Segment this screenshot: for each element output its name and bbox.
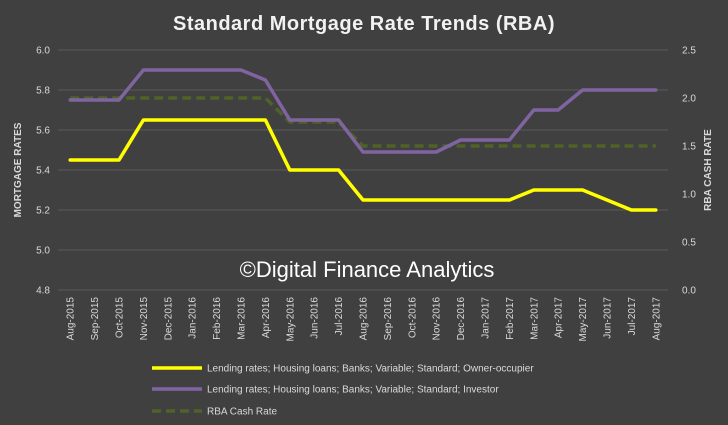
y-tick-label: 5.4 <box>36 166 50 177</box>
x-tick-label: Aug-2016 <box>359 297 370 341</box>
x-tick-label: Jun-2017 <box>603 297 614 339</box>
y2-tick-label: 1.5 <box>682 142 696 153</box>
x-tick-label: May-2016 <box>285 297 296 342</box>
x-tick-label: Mar-2016 <box>237 297 248 340</box>
y-tick-label: 6.0 <box>36 46 50 57</box>
series-line-3 <box>70 96 656 148</box>
x-tick-label: Oct-2015 <box>115 297 126 339</box>
y2-axis-label: RBA CASH RATE <box>703 129 714 211</box>
x-tick-label: Dec-2015 <box>163 297 174 341</box>
series-lines <box>68 68 658 212</box>
x-tick-label: Aug-2015 <box>66 297 77 341</box>
y-axis-ticks: 6.0 5.8 5.6 5.4 5.2 5.0 4.8 <box>36 46 50 297</box>
x-axis-ticks: Aug-2015 Sep-2015 Oct-2015 Nov-2015 Dec-2015… <box>66 297 663 342</box>
x-tick-label: Aug-2017 <box>651 297 662 341</box>
series-line-1 <box>68 118 658 212</box>
y2-tick-label: 2.5 <box>682 46 696 57</box>
legend-label-2: Lending rates; Housing loans; Banks; Var… <box>207 385 499 396</box>
gridlines <box>58 49 668 291</box>
x-tick-label: Sep-2016 <box>383 297 394 341</box>
x-tick-label: Jun-2016 <box>310 297 321 339</box>
x-tick-label: Apr-2016 <box>261 297 272 339</box>
x-tick-label: Mar-2017 <box>529 297 540 340</box>
legend: Lending rates; Housing loans; Banks; Var… <box>152 364 534 418</box>
y2-tick-label: 0.0 <box>682 286 696 297</box>
x-tick-label: Nov-2016 <box>432 297 443 341</box>
x-tick-label: Oct-2016 <box>407 297 418 339</box>
y2-tick-label: 1.0 <box>682 190 696 201</box>
y2-tick-label: 2.0 <box>682 94 696 105</box>
y2-axis-ticks: 2.5 2.0 1.5 1.0 0.5 0.0 <box>682 46 696 297</box>
series-line-2 <box>68 68 658 154</box>
y-tick-label: 4.8 <box>36 286 50 297</box>
x-tick-label: Jan-2017 <box>481 297 492 339</box>
x-tick-label: Feb-2017 <box>505 297 516 340</box>
y-tick-label: 5.2 <box>36 206 50 217</box>
legend-label-3: RBA Cash Rate <box>207 407 277 418</box>
x-tick-label: Dec-2016 <box>456 297 467 341</box>
x-tick-label: Jan-2016 <box>188 297 199 339</box>
chart-title: Standard Mortgage Rate Trends (RBA) <box>173 13 555 35</box>
y-tick-label: 5.0 <box>36 246 50 257</box>
y-axis-label: MORTGAGE RATES <box>13 122 24 217</box>
y-tick-label: 5.8 <box>36 86 50 97</box>
y2-tick-label: 0.5 <box>682 238 696 249</box>
legend-label-1: Lending rates; Housing loans; Banks; Var… <box>207 364 534 375</box>
x-tick-label: Feb-2016 <box>212 297 223 340</box>
x-tick-label: Nov-2015 <box>139 297 150 341</box>
x-tick-label: Sep-2015 <box>90 297 101 341</box>
y-tick-label: 5.6 <box>36 126 50 137</box>
x-tick-label: Apr-2017 <box>554 297 565 339</box>
x-tick-label: Jul-2016 <box>334 297 345 336</box>
x-tick-label: May-2017 <box>578 297 589 342</box>
x-tick-label: Jul-2017 <box>627 297 638 336</box>
watermark: ©Digital Finance Analytics <box>240 257 495 282</box>
